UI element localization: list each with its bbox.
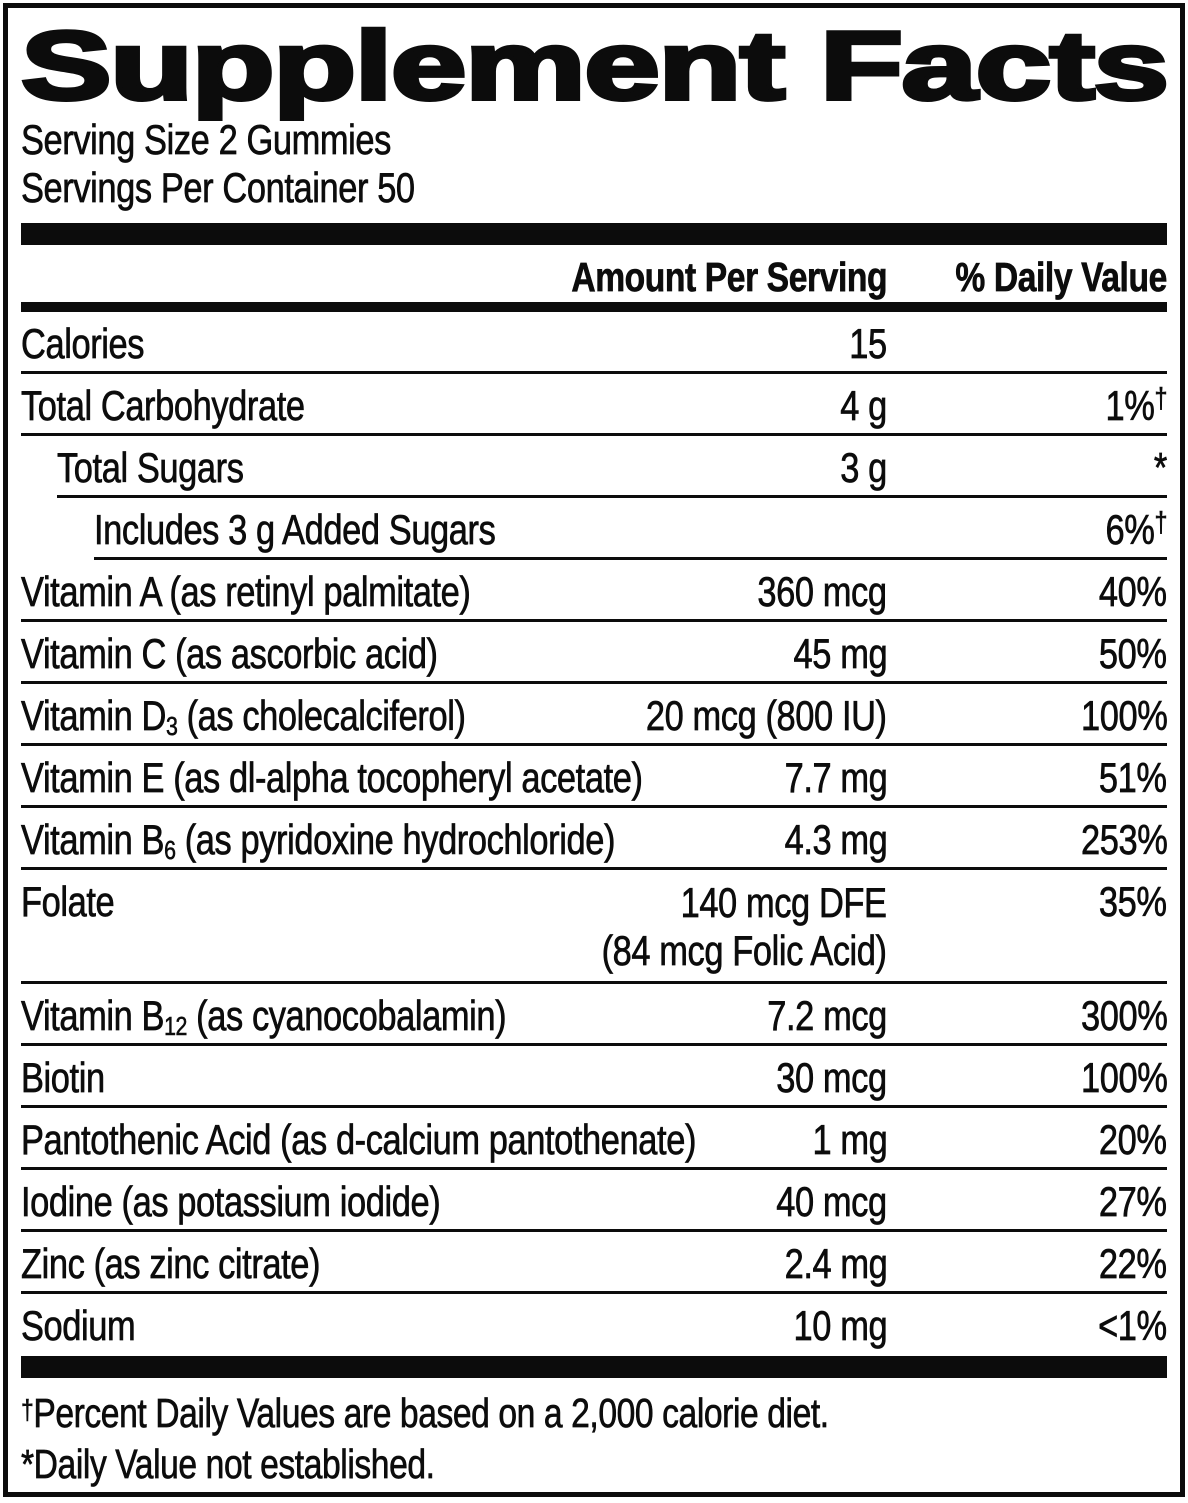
nutrient-name: Vitamin B6 (as pyridoxine hydrochloride) [21, 816, 616, 865]
daily-value: * [1153, 444, 1168, 491]
nutrient-name: Sodium [21, 1302, 136, 1349]
daily-value: 27% [1099, 1178, 1168, 1225]
table-row-calories: Calories 15 [21, 312, 1167, 374]
daily-value: 20% [1099, 1116, 1168, 1163]
table-row-vitamin-c: Vitamin C (as ascorbic acid) 45 mg 50% [21, 622, 1168, 684]
amount-value: 4 g [840, 382, 888, 429]
table-row-biotin: Biotin 30 mcg 100% [21, 1046, 1168, 1108]
table-row-vitamin-b6: Vitamin B6 (as pyridoxine hydrochloride)… [21, 808, 1168, 870]
daily-value [887, 321, 1167, 366]
table-row-folate: Folate 140 mcg DFE (84 mcg Folic Acid) 3… [21, 870, 1168, 984]
nutrient-name: Total Sugars [57, 444, 245, 491]
nutrient-name: Total Carbohydrate [21, 382, 306, 429]
amount-value: 10 mg [793, 1302, 888, 1349]
amount-value: 4.3 mg [784, 816, 888, 863]
header-daily-value: % Daily Value [955, 254, 1167, 300]
table-row-added-sugars: Includes 3 g Added Sugars 6%† [94, 498, 1168, 560]
amount-value: 7.2 mcg [767, 992, 888, 1039]
daily-value: 253% [1080, 816, 1167, 863]
nutrient-name: Vitamin A (as retinyl palmitate) [21, 568, 471, 615]
table-row-zinc: Zinc (as zinc citrate) 2.4 mg 22% [21, 1232, 1168, 1294]
table-row-vitamin-e: Vitamin E (as dl-alpha tocopheryl acetat… [21, 746, 1168, 808]
daily-value: 6%† [1105, 506, 1168, 553]
daily-value: 50% [1099, 630, 1168, 677]
nutrient-name: Includes 3 g Added Sugars [94, 506, 496, 553]
daily-value: 100% [1080, 1054, 1167, 1101]
amount-value: 2.4 mg [784, 1240, 888, 1287]
amount-value: 1 mg [812, 1116, 888, 1163]
nutrient-name: Pantothenic Acid (as d-calcium pantothen… [21, 1116, 697, 1163]
title-row: Supplement Facts [18, 8, 1172, 120]
amount-line-1: 140 mcg DFE [680, 879, 888, 927]
table-row-vitamin-a: Vitamin A (as retinyl palmitate) 360 mcg… [21, 560, 1168, 622]
nutrient-name: Calories [21, 320, 145, 367]
daily-value: 40% [1099, 568, 1168, 615]
nutrient-name: Iodine (as potassium iodide) [21, 1178, 441, 1225]
supplement-facts-label: Supplement Facts Serving Size 2 Gummies … [3, 3, 1185, 1497]
nutrient-name: Biotin [21, 1054, 106, 1101]
amount-value: 20 mcg (800 IU) [646, 692, 888, 739]
nutrient-name: Vitamin E (as dl-alpha tocopheryl acetat… [21, 754, 644, 801]
daily-value: 51% [1099, 754, 1168, 801]
table-row-vitamin-b12: Vitamin B12 (as cyanocobalamin) 7.2 mcg … [21, 984, 1168, 1046]
amount-value: 30 mcg [776, 1054, 887, 1101]
thick-divider-bar-bottom [21, 1356, 1167, 1378]
nutrient-name: Zinc (as zinc citrate) [21, 1240, 321, 1287]
footnote-asterisk: *Daily Value not established. [21, 1441, 436, 1488]
amount-value [487, 507, 887, 552]
table-row-vitamin-d3: Vitamin D3 (as cholecalciferol) 20 mcg (… [21, 684, 1168, 746]
table-row-total-sugars: Total Sugars 3 g * [57, 436, 1168, 498]
table-row-sodium: Sodium 10 mg <1% [21, 1294, 1168, 1356]
table-header: Amount Per Serving % Daily Value [21, 245, 1168, 302]
page-title: Supplement Facts [18, 11, 1172, 120]
amount-value: 15 [849, 320, 887, 367]
table-row-iodine: Iodine (as potassium iodide) 40 mcg 27% [21, 1170, 1168, 1232]
amount-value: 40 mcg [776, 1178, 887, 1225]
daily-value: 1%† [1105, 382, 1168, 429]
thick-divider-bar-top [21, 223, 1167, 245]
table-row-total-carbohydrate: Total Carbohydrate 4 g 1%† [21, 374, 1168, 436]
table-row-pantothenic-acid: Pantothenic Acid (as d-calcium pantothen… [21, 1108, 1168, 1170]
footnote-daily-values: †Percent Daily Values are based on a 2,0… [21, 1390, 830, 1437]
daily-value: 22% [1099, 1240, 1168, 1287]
amount-value: 3 g [840, 444, 888, 491]
daily-value: 300% [1080, 992, 1167, 1039]
amount-line-2: (84 mcg Folic Acid) [601, 927, 888, 975]
footnotes: †Percent Daily Values are based on a 2,0… [21, 1378, 1167, 1488]
amount-value: 140 mcg DFE (84 mcg Folic Acid) [487, 879, 888, 975]
daily-value: <1% [1098, 1302, 1168, 1349]
serving-size: Serving Size 2 Gummies [21, 116, 392, 164]
daily-value: 35% [1099, 878, 1168, 925]
header-amount-per-serving: Amount Per Serving [571, 254, 888, 300]
nutrient-name: Folate [21, 878, 115, 925]
daily-value: 100% [1080, 692, 1167, 739]
amount-value: 7.7 mg [784, 754, 888, 801]
nutrient-name: Vitamin C (as ascorbic acid) [21, 630, 439, 677]
amount-value: 360 mcg [757, 568, 887, 615]
nutrient-name: Vitamin B12 (as cyanocobalamin) [21, 992, 507, 1041]
nutrient-name: Vitamin D3 (as cholecalciferol) [21, 692, 467, 741]
medium-divider-bar [21, 302, 1167, 312]
servings-per-container: Servings Per Container 50 [21, 164, 416, 212]
amount-value: 45 mg [793, 630, 888, 677]
